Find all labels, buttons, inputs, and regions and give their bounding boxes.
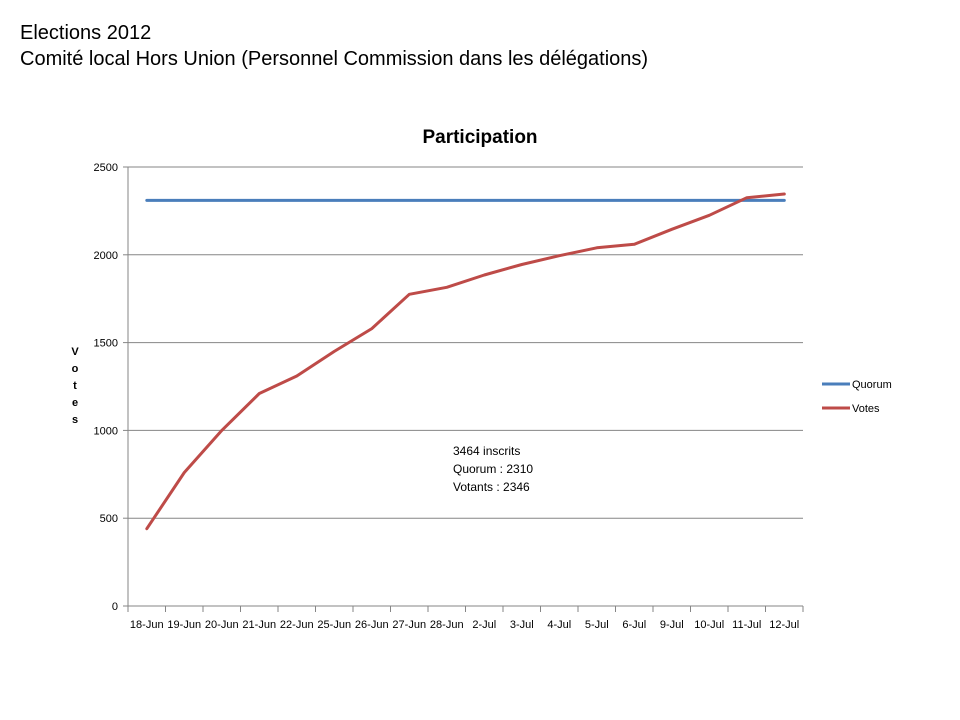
annotation-votants: Votants : 2346 bbox=[453, 480, 530, 494]
chart-title: Participation bbox=[422, 127, 537, 148]
y-tick-label: 500 bbox=[100, 513, 118, 525]
legend-label-quorum: Quorum bbox=[852, 379, 892, 391]
y-tick-label: 0 bbox=[112, 601, 118, 613]
legend-label-votes: Votes bbox=[852, 403, 880, 415]
gridlines bbox=[128, 166, 803, 519]
x-tick-label: 2-Jul bbox=[472, 619, 496, 631]
y-tick-labels: 0 500 1000 1500 2000 2500 bbox=[94, 162, 118, 613]
page-header: Elections 2012 Comité local Hors Union (… bbox=[20, 20, 648, 72]
x-tick-label: 12-Jul bbox=[769, 619, 799, 631]
series-lines bbox=[145, 192, 786, 531]
x-tick-label: 27-Jun bbox=[392, 619, 426, 631]
x-tick-label: 9-Jul bbox=[660, 619, 684, 631]
y-tick-label: 1000 bbox=[94, 425, 118, 437]
x-tick-label: 20-Jun bbox=[205, 619, 239, 631]
x-tick-label: 28-Jun bbox=[430, 619, 464, 631]
chart-annotation: 3464 inscrits Quorum : 2310 Votants : 23… bbox=[453, 442, 533, 496]
annotation-quorum: Quorum : 2310 bbox=[453, 462, 534, 476]
x-tick-label: 6-Jul bbox=[622, 619, 646, 631]
x-tick-label: 4-Jul bbox=[547, 619, 571, 631]
x-tick-labels: 18-Jun 19-Jun 20-Jun 21-Jun 22-Jun 25-Jun 26-J… bbox=[130, 619, 799, 631]
x-tick-label: 5-Jul bbox=[585, 619, 609, 631]
y-tick-label: 2000 bbox=[94, 250, 118, 262]
x-tick-label: 3-Jul bbox=[510, 619, 534, 631]
x-tick-label: 18-Jun bbox=[130, 619, 164, 631]
x-tick-label: 19-Jun bbox=[167, 619, 201, 631]
y-tick-label: 2500 bbox=[94, 162, 118, 174]
x-tick-label: 11-Jul bbox=[732, 619, 761, 631]
x-tick-label: 10-Jul bbox=[694, 619, 724, 631]
series-line-votes bbox=[145, 192, 786, 531]
header-line-1: Elections 2012 bbox=[20, 22, 152, 44]
x-tick-label: 25-Jun bbox=[317, 619, 351, 631]
y-tick-label: 1500 bbox=[94, 338, 118, 350]
axes bbox=[123, 166, 804, 612]
x-tick-label: 21-Jun bbox=[242, 619, 276, 631]
annotation-inscrits: 3464 inscrits bbox=[453, 444, 521, 458]
legend: Quorum Votes bbox=[822, 379, 892, 415]
x-tick-label: 26-Jun bbox=[355, 619, 389, 631]
header-line-2: Comité local Hors Union (Personnel Commi… bbox=[20, 48, 649, 70]
x-tick-label: 22-Jun bbox=[280, 619, 314, 631]
